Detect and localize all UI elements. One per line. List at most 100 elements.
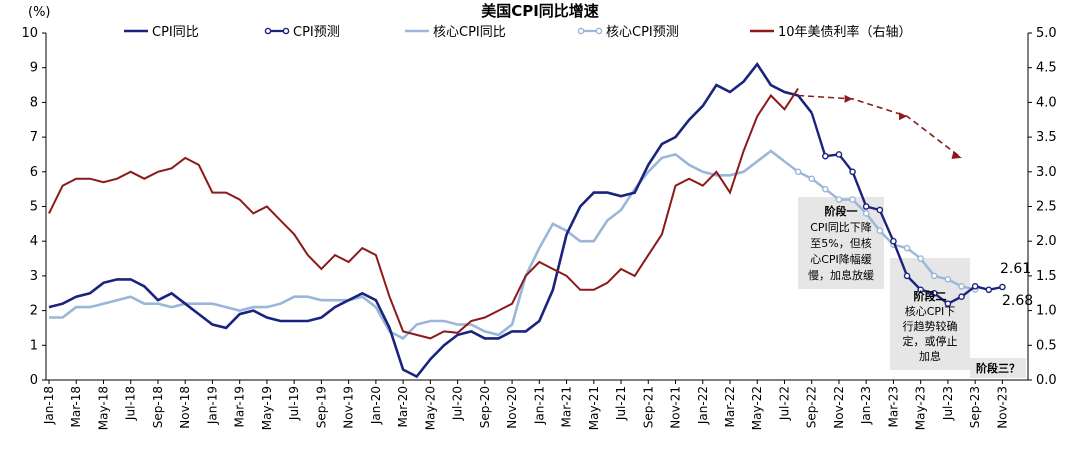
core-cpi-forecast-point: [822, 185, 829, 193]
stage-one-line: CPI同比下降: [810, 220, 872, 234]
cpi-forecast-point: [985, 286, 993, 294]
x-tick-label: Jan-18: [42, 386, 56, 425]
y-tick-right: 1.5: [1036, 269, 1057, 284]
y-tick-right: 1.0: [1036, 304, 1057, 319]
x-tick-label: May-18: [96, 386, 110, 430]
x-tick-label: May-20: [423, 386, 437, 430]
y-tick-right: 0.5: [1036, 338, 1057, 353]
x-tick-label: May-19: [260, 386, 274, 430]
x-tick-label: Nov-22: [832, 386, 846, 429]
core-cpi-forecast-point: [917, 255, 924, 262]
stage-three-title: 阶段三？: [976, 361, 1020, 375]
series-line-treasury-yield-forecast: [798, 94, 962, 159]
y-tick-right: 0.0: [1036, 373, 1057, 388]
x-tick-label: Sep-22: [805, 386, 819, 428]
series-line-core-cpi: [49, 149, 786, 340]
legend: CPI同比 CPI预测 核心CPI同比 核心CPI预测 10年美债利率（右轴）: [124, 24, 912, 40]
legend-entry: 核心CPI预测: [606, 25, 679, 40]
legend-entry: 核心CPI同比: [433, 25, 506, 40]
x-tick-label: Jul-18: [124, 386, 138, 421]
axes: 0 1 2 3 4 5 6 7 8 9 10 0.0 0.5 1.0 1.5 2.0 2.5 3.0 3.5 4.0 4…: [21, 26, 1056, 430]
stage-one-annotation: 阶段一 CPI同比下降 至5%，但核 心CPI降幅缓 慢，加息放缓: [808, 204, 874, 282]
y-tick-right: 3.0: [1036, 165, 1057, 180]
cpi-forecast-point: [876, 206, 884, 214]
chart-title: 美国CPI同比增速: [481, 2, 599, 20]
y-tick-left: 6: [30, 165, 38, 180]
core-cpi-forecast-point: [849, 196, 856, 203]
y-axis-unit: (%): [28, 5, 51, 20]
treasury-forecast-arrowhead: [844, 94, 853, 103]
stage-one-title: 阶段一: [825, 204, 858, 218]
legend-swatch-marker: [577, 27, 585, 35]
cpi-forecast-point: [944, 300, 952, 307]
treasury-forecast-arrowhead: [899, 112, 908, 121]
treasury-forecast-arrowhead: [951, 150, 962, 159]
x-tick-label: Jul-20: [451, 386, 465, 421]
x-tick-label: Sep-21: [641, 386, 655, 428]
cpi-forecast-value-label: 2.68: [1002, 293, 1033, 309]
y-tick-left: 0: [30, 373, 38, 388]
series-line-treasury-yield: [48, 87, 799, 340]
series-line-cpi: [48, 61, 813, 379]
x-tick-label: Jul-23: [941, 386, 955, 421]
y-tick-left: 3: [30, 269, 38, 284]
core-cpi-forecast-point: [903, 244, 911, 252]
x-tick-label: Jan-19: [205, 386, 219, 425]
legend-swatch-marker: [282, 27, 290, 35]
legend-entry: CPI同比: [152, 25, 199, 40]
x-tick-label: Mar-21: [560, 386, 574, 427]
x-tick-label: Jan-22: [696, 386, 710, 425]
cpi-forecast-point: [890, 237, 897, 245]
x-tick-label: Jan-23: [859, 386, 873, 425]
x-tick-label: Mar-22: [723, 386, 737, 427]
cpi-forecast-point: [917, 286, 924, 294]
x-tick-label: Sep-20: [478, 386, 492, 428]
stage-two-title: 阶段二: [914, 289, 947, 303]
stage-one-box: [798, 197, 884, 289]
stage-two-box: [890, 258, 970, 370]
x-tick-label: Nov-18: [178, 386, 192, 429]
cpi-forecast-point: [862, 203, 870, 210]
stage-one-line: 慢，加息放缓: [808, 268, 874, 282]
x-tick-label: Mar-18: [69, 386, 83, 427]
cpi-forecast-point: [849, 168, 856, 176]
x-tick-label: Mar-19: [233, 386, 247, 427]
x-tick-label: Jul-19: [287, 386, 301, 421]
core-cpi-forecast-value-label: 2.61: [1000, 261, 1031, 277]
y-tick-left: 5: [30, 200, 38, 215]
core-cpi-forecast-point: [876, 227, 884, 235]
x-tick-label: May-23: [914, 386, 928, 430]
stage-two-annotation: 阶段二 核心CPI下 行趋势较确 定，或停止 加息: [903, 289, 958, 363]
x-tick-label: Mar-20: [396, 386, 410, 427]
y-tick-right: 2.5: [1036, 200, 1057, 215]
y-tick-right: 4.0: [1036, 95, 1057, 110]
cpi-forecast-point: [971, 283, 979, 290]
legend-swatch-marker: [595, 27, 603, 35]
cpi-forecast-point: [903, 272, 911, 280]
core-cpi-forecast-point: [808, 175, 816, 183]
y-tick-left: 1: [30, 338, 38, 353]
core-cpi-forecast-point: [794, 168, 802, 176]
core-cpi-forecast-point: [944, 276, 952, 283]
stage-three-box: [970, 358, 1026, 378]
y-tick-left: 9: [30, 61, 38, 76]
y-tick-right: 2.0: [1036, 234, 1057, 249]
core-cpi-forecast-point: [862, 210, 870, 217]
stage-one-line: 至5%，但核: [810, 236, 871, 250]
cpi-forecast-point: [835, 151, 843, 158]
y-tick-left: 2: [30, 304, 38, 319]
y-tick-left: 4: [30, 234, 38, 249]
x-tick-label: Jan-21: [532, 386, 546, 425]
x-tick-label: May-22: [750, 386, 764, 430]
x-tick-label: Nov-23: [995, 386, 1009, 429]
x-tick-label: Jul-22: [777, 386, 791, 421]
y-tick-left: 8: [30, 95, 38, 110]
cpi-forecast-point: [999, 283, 1006, 291]
cpi-forecast-point: [822, 152, 829, 160]
core-cpi-forecast-point: [835, 196, 843, 203]
x-tick-label: Sep-18: [151, 386, 165, 428]
cpi-forecast-point: [931, 289, 938, 297]
series-lines: [48, 61, 1006, 379]
x-tick-label: Nov-20: [505, 386, 519, 429]
